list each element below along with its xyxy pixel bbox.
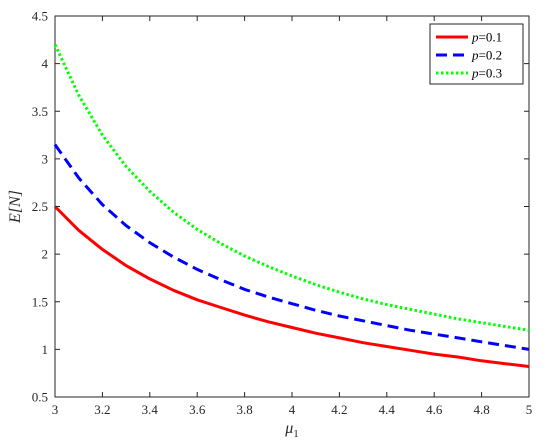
legend-entry-label: p=0.1 <box>471 30 502 45</box>
y-tick-label: 1.5 <box>32 294 48 309</box>
series-layer <box>53 43 530 368</box>
series-line-02 <box>53 143 530 351</box>
y-tick-label: 4.5 <box>32 9 48 24</box>
y-tick-label: 2.5 <box>32 199 48 214</box>
ticks-layer: 3 3.2 3.4 3.6 3.8 4 4.2 4.4 4.6 4.8 5 0.5 1 1.5 2 2.5 3 3… <box>32 9 533 418</box>
series-line-03 <box>53 43 530 332</box>
y-tick-label: 0.5 <box>32 390 48 405</box>
x-axis-symbol: μ <box>284 420 293 437</box>
x-tick-label: 3.6 <box>189 402 206 417</box>
x-tick-label: 4.2 <box>331 402 347 417</box>
x-tick-label: 3.8 <box>236 402 252 417</box>
series-line-01 <box>53 205 530 368</box>
y-tick-label: 1 <box>42 342 49 357</box>
y-tick-label: 3 <box>42 151 49 166</box>
y-axis-label: E[N] <box>7 190 24 224</box>
x-tick-label: 3 <box>52 402 59 417</box>
legend-variable: p <box>471 66 479 81</box>
x-tick-label: 4.4 <box>379 402 396 417</box>
x-tick-label: 3.2 <box>94 402 110 417</box>
x-tick-label: 5 <box>526 402 533 417</box>
y-tick-label: 4 <box>42 56 49 71</box>
y-tick-label: 3.5 <box>32 104 48 119</box>
legend-entry-label: p=0.2 <box>471 48 502 63</box>
legend-variable: p <box>471 30 479 45</box>
legend-variable: p <box>471 48 479 63</box>
y-tick-label: 2 <box>42 247 49 262</box>
x-tick-label: 3.4 <box>142 402 159 417</box>
legend-value: =0.2 <box>479 48 503 63</box>
x-axis-subscript: 1 <box>293 428 299 440</box>
legend-value: =0.1 <box>479 30 503 45</box>
legend-entry-label: p=0.3 <box>471 66 502 81</box>
x-tick-label: 4.6 <box>426 402 443 417</box>
legend: p=0.1p=0.2p=0.3 <box>429 23 524 85</box>
legend-value: =0.3 <box>479 66 503 81</box>
x-tick-label: 4 <box>289 402 296 417</box>
x-axis-label: μ1 <box>284 420 299 440</box>
x-tick-label: 4.8 <box>473 402 489 417</box>
